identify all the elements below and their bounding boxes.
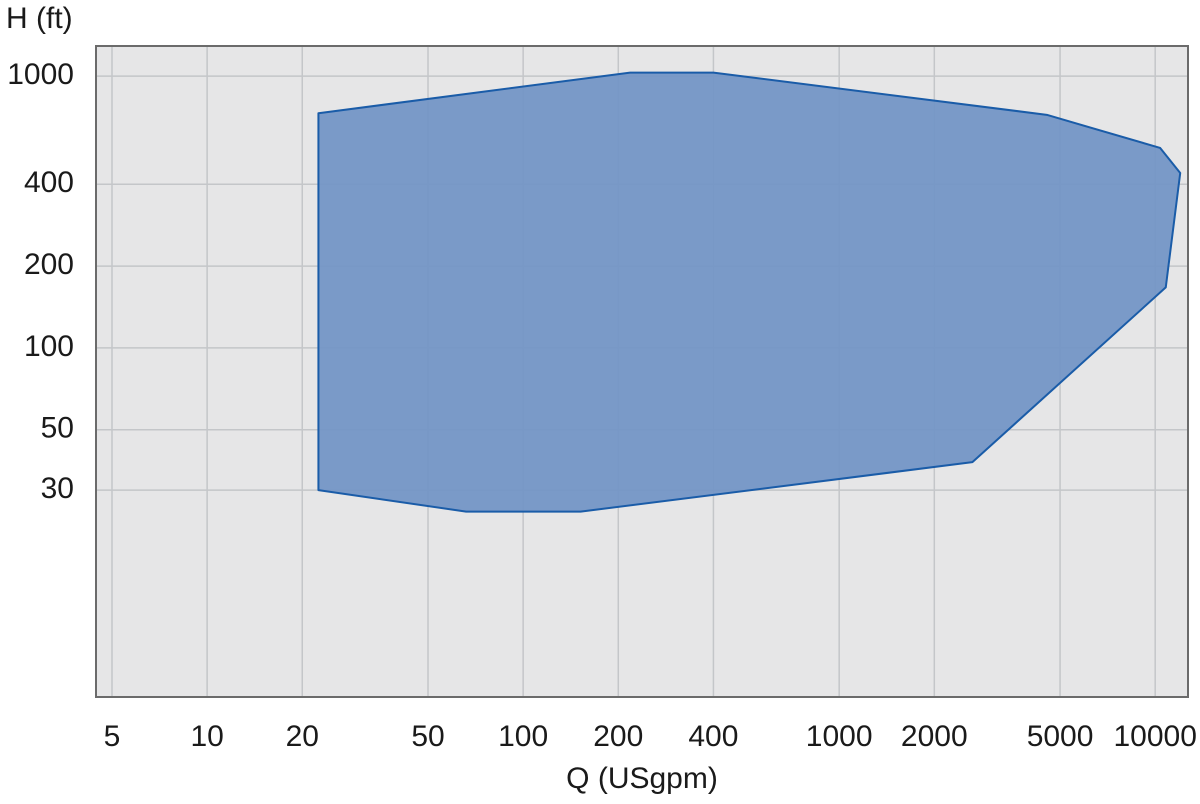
y-tick-label: 30 <box>41 472 74 505</box>
x-tick-label: 10 <box>190 720 223 753</box>
y-tick-label: 1000 <box>7 58 74 91</box>
x-tick-label: 5 <box>104 720 121 753</box>
y-tick-label: 100 <box>24 330 74 363</box>
x-tick-label: 400 <box>688 720 738 753</box>
x-tick-label: 200 <box>593 720 643 753</box>
x-tick-label: 1000 <box>806 720 873 753</box>
operating-range <box>317 71 1182 513</box>
x-tick-label: 50 <box>411 720 444 753</box>
plot-border <box>95 45 1189 698</box>
y-tick-label: 200 <box>24 248 74 281</box>
y-tick-label: 400 <box>24 166 74 199</box>
x-axis-label: Q (USgpm) <box>566 762 718 795</box>
x-tick-label: 5000 <box>1027 720 1094 753</box>
x-tick-label: 20 <box>286 720 319 753</box>
x-tick-label: 10000 <box>1113 720 1196 753</box>
y-axis-label: H (ft) <box>6 2 73 35</box>
x-tick-label: 2000 <box>901 720 968 753</box>
y-tick-label: 50 <box>41 412 74 445</box>
x-tick-label: 100 <box>498 720 548 753</box>
